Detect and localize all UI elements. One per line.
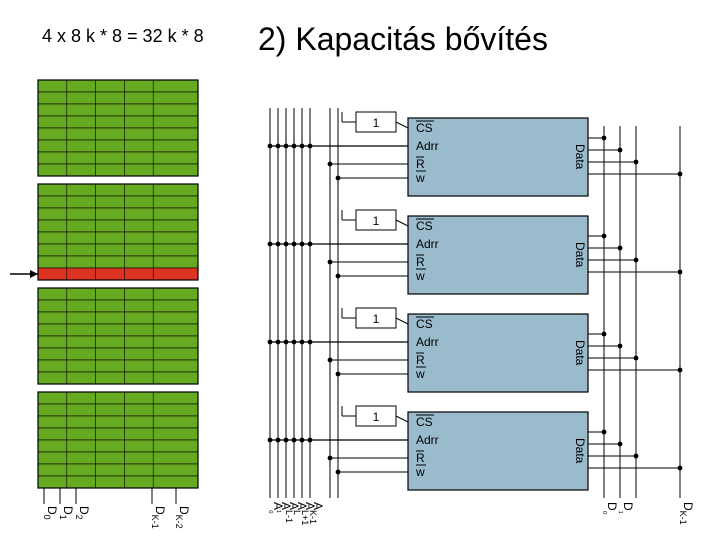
svg-text:R: R <box>416 451 425 465</box>
svg-text:R: R <box>416 157 425 171</box>
svg-text:1: 1 <box>373 410 380 424</box>
svg-text:D0: D0 <box>42 506 59 520</box>
svg-text:DK-2: DK-2 <box>174 506 191 529</box>
svg-text:w: w <box>415 367 425 381</box>
svg-text:w: w <box>415 269 425 283</box>
svg-text:Adrr: Adrr <box>416 139 439 153</box>
svg-text:Adrr: Adrr <box>416 433 439 447</box>
svg-text:Data: Data <box>573 438 587 464</box>
svg-text:Data: Data <box>573 242 587 268</box>
svg-text:Data: Data <box>573 144 587 170</box>
svg-text:CS: CS <box>416 219 433 233</box>
svg-text:R: R <box>416 353 425 367</box>
svg-text:CS: CS <box>416 415 433 429</box>
svg-text:D2: D2 <box>74 506 91 520</box>
svg-text:DK-1: DK-1 <box>150 506 167 529</box>
diagram-canvas: 2) Kapacitás bővítés 4 x 8 k * 8 = 32 k *… <box>0 0 720 540</box>
svg-text:D1: D1 <box>58 506 75 520</box>
svg-text:R: R <box>416 255 425 269</box>
svg-text:Adrr: Adrr <box>416 237 439 251</box>
svg-text:2) Kapacitás bővítés: 2) Kapacitás bővítés <box>258 21 548 57</box>
svg-text:Data: Data <box>573 340 587 366</box>
svg-text:Adrr: Adrr <box>416 335 439 349</box>
svg-text:w: w <box>415 465 425 479</box>
svg-text:D₀: D₀ <box>602 502 619 515</box>
svg-text:D₁: D₁ <box>618 502 635 514</box>
svg-text:w: w <box>415 171 425 185</box>
svg-text:1: 1 <box>373 312 380 326</box>
svg-text:CS: CS <box>416 317 433 331</box>
svg-text:DK-1: DK-1 <box>678 502 695 525</box>
svg-text:4 x 8 k * 8 = 32 k * 8: 4 x 8 k * 8 = 32 k * 8 <box>42 26 204 46</box>
svg-text:1: 1 <box>373 214 380 228</box>
svg-text:CS: CS <box>416 121 433 135</box>
svg-text:1: 1 <box>373 116 380 130</box>
